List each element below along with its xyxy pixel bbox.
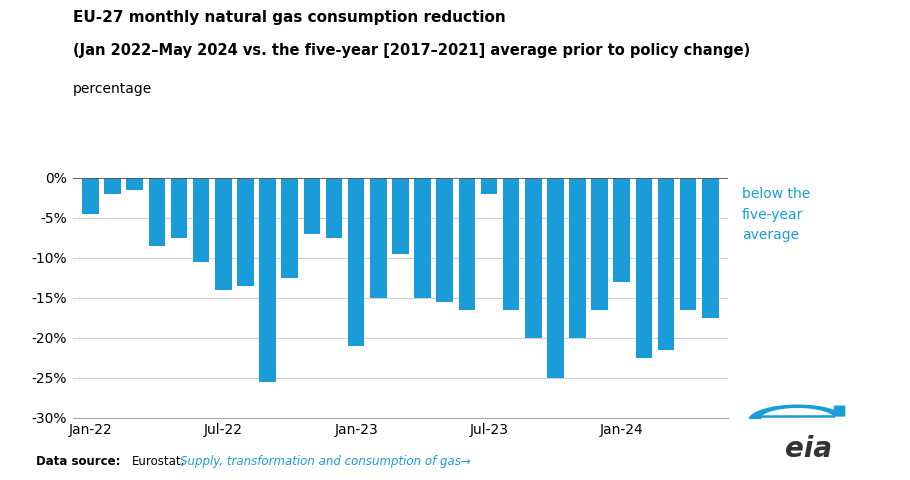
Bar [370, 178, 387, 298]
Bar [392, 178, 409, 253]
Text: below the
five-year
average: below the five-year average [742, 187, 810, 242]
Bar [414, 178, 430, 298]
Bar [82, 178, 99, 214]
Bar [680, 178, 696, 310]
Text: (Jan 2022–May 2024 vs. the five-year [2017–2021] average prior to policy change): (Jan 2022–May 2024 vs. the five-year [20… [73, 43, 750, 58]
Bar [525, 178, 541, 337]
Bar [348, 178, 364, 346]
Bar [592, 178, 608, 310]
Bar [326, 178, 342, 238]
Bar [502, 178, 520, 310]
Text: percentage: percentage [73, 82, 152, 96]
Bar [148, 178, 166, 246]
Bar [171, 178, 187, 238]
Bar [259, 178, 276, 382]
PathPatch shape [749, 405, 844, 418]
Text: eia: eia [785, 435, 832, 463]
Bar [215, 178, 232, 289]
Text: Eurostat,: Eurostat, [132, 455, 186, 468]
Bar [635, 178, 652, 358]
Text: EU-27 monthly natural gas consumption reduction: EU-27 monthly natural gas consumption re… [73, 10, 506, 24]
Bar [702, 178, 719, 318]
Bar [569, 178, 586, 337]
Bar [105, 178, 121, 193]
Bar [613, 178, 630, 282]
Bar [304, 178, 320, 234]
Bar [658, 178, 674, 349]
Bar [480, 178, 497, 193]
Text: Data source:: Data source: [36, 455, 121, 468]
Bar [459, 178, 475, 310]
Bar [547, 178, 563, 378]
Text: Supply, transformation and consumption of gas→: Supply, transformation and consumption o… [180, 455, 471, 468]
Bar [238, 178, 254, 286]
Bar [281, 178, 298, 277]
Bar [126, 178, 143, 190]
Bar [193, 178, 209, 262]
Bar [437, 178, 453, 301]
